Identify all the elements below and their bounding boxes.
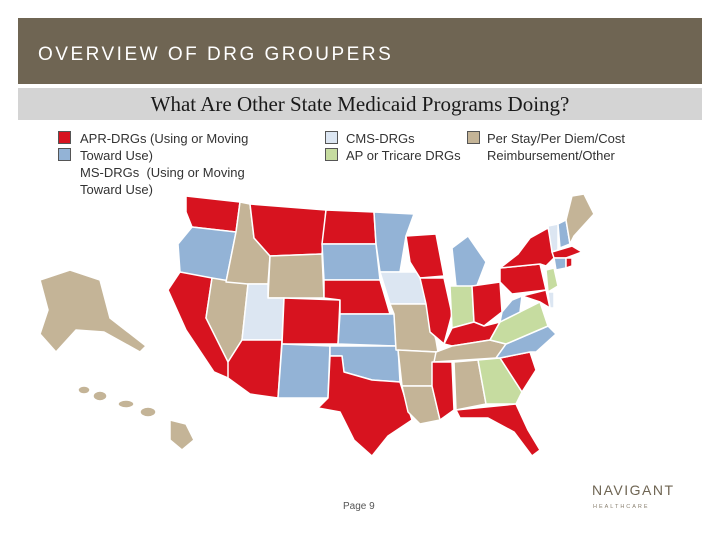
state-massachusetts	[551, 245, 583, 259]
state-south-dakota	[321, 243, 381, 281]
state-michigan	[451, 235, 487, 289]
state-arkansas	[397, 349, 437, 387]
state-florida	[455, 403, 541, 457]
state-hawaii-3	[117, 399, 135, 409]
state-west-virginia	[499, 295, 523, 323]
legend-swatch-other	[467, 131, 480, 144]
logo-name: NAVIGANT	[592, 482, 675, 498]
legend-swatch-apr	[58, 131, 71, 144]
legend-swatch-ap	[325, 148, 338, 161]
state-arizona	[227, 339, 283, 399]
subtitle: What Are Other State Medicaid Programs D…	[150, 92, 570, 116]
state-pennsylvania	[499, 263, 547, 295]
state-louisiana	[401, 385, 441, 425]
legend-label-cms: CMS-DRGs	[346, 131, 415, 146]
state-ohio	[471, 281, 503, 327]
page-number: Page 9	[343, 501, 375, 512]
state-connecticut	[553, 257, 567, 271]
state-wyoming	[267, 253, 325, 299]
state-maine	[565, 193, 595, 245]
legend-label-other: Per Stay/Per Diem/Cost Reimbursement/Oth…	[487, 131, 625, 163]
navigant-logo: NAVIGANT HEALTHCARE	[592, 482, 688, 516]
state-mississippi	[431, 361, 455, 421]
state-new-jersey	[545, 267, 559, 293]
logo-sub: HEALTHCARE	[593, 504, 650, 510]
subtitle-bar: What Are Other State Medicaid Programs D…	[18, 88, 702, 120]
legend-swatch-ms	[58, 148, 71, 161]
header-bar: OVERVIEW OF DRG GROUPERS	[18, 18, 702, 84]
state-hawaii-big	[169, 419, 195, 451]
state-north-dakota	[321, 209, 377, 245]
legend-label-ap: AP or Tricare DRGs	[346, 148, 461, 163]
state-texas	[317, 355, 413, 457]
page-title: OVERVIEW OF DRG GROUPERS	[38, 44, 394, 65]
legend-label-apr: APR-DRGs (Using or Moving Toward Use)	[80, 131, 249, 163]
state-rhode-island	[565, 257, 573, 269]
state-new-york	[499, 227, 557, 269]
state-alaska	[39, 269, 147, 353]
state-hawaii-1	[77, 385, 91, 395]
legend-label-ms: MS-DRGs (Using or Moving Toward Use)	[80, 165, 245, 197]
state-hawaii-4	[139, 406, 157, 418]
legend-swatch-cms	[325, 131, 338, 144]
state-wisconsin	[405, 233, 445, 279]
state-indiana	[449, 285, 475, 329]
state-hawaii-2	[92, 390, 108, 402]
state-new-mexico	[277, 343, 331, 399]
state-delaware	[547, 291, 555, 309]
state-colorado	[281, 297, 341, 345]
state-kansas	[337, 313, 397, 347]
